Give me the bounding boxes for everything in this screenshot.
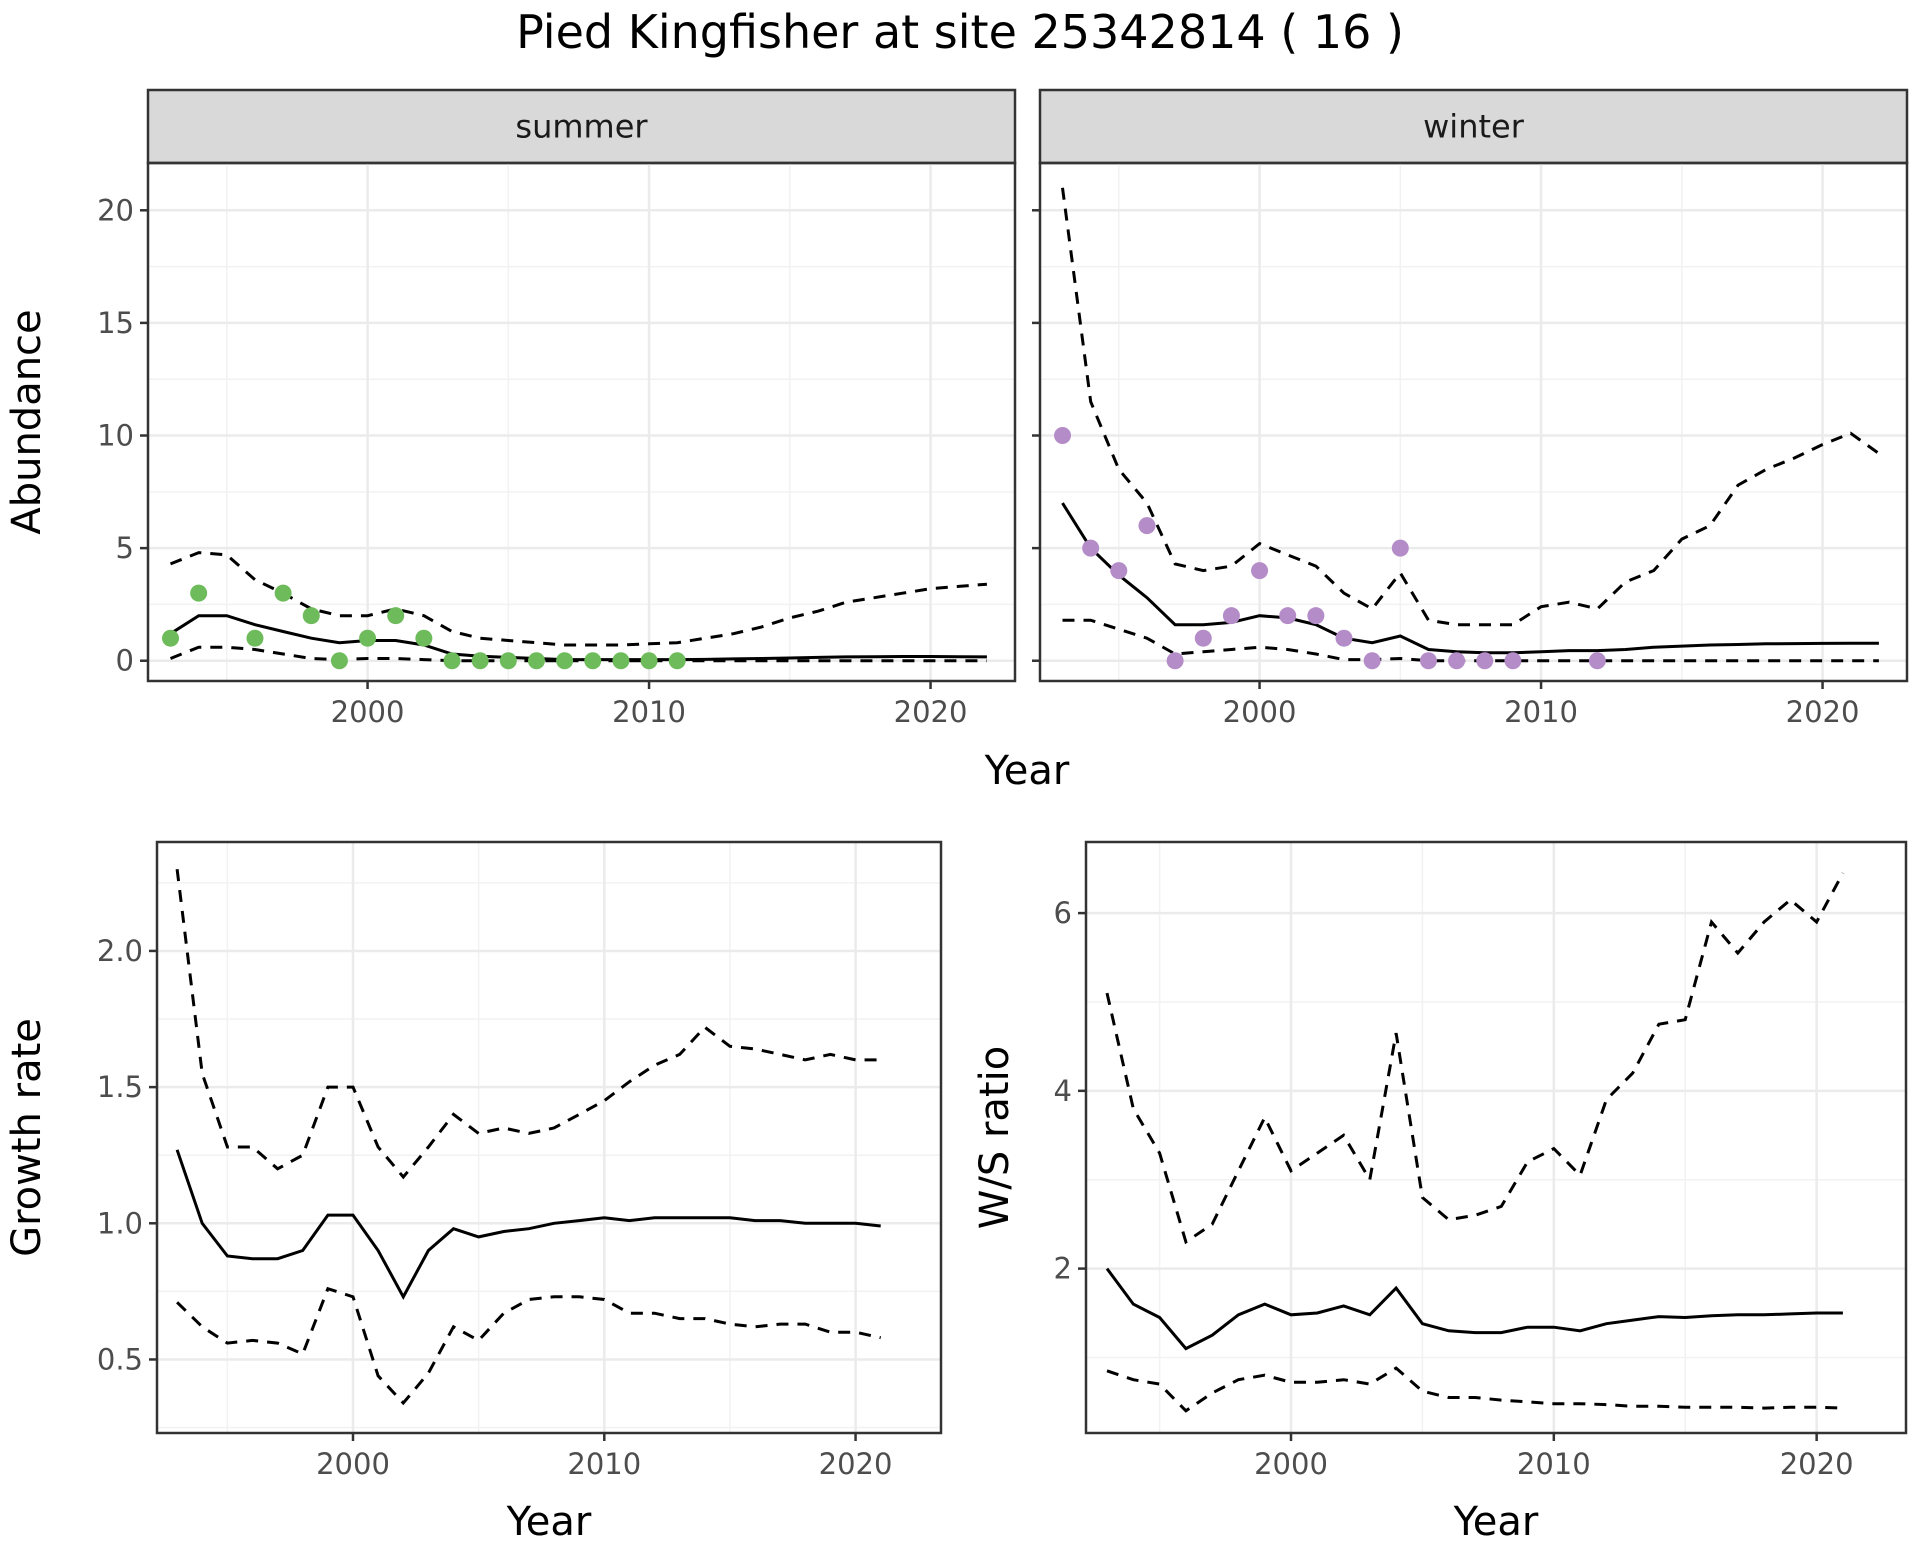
data-point <box>1307 607 1325 625</box>
x-axis-title: Year <box>984 748 1070 794</box>
y-tick-label: 10 <box>97 419 134 453</box>
y-tick-label: 15 <box>97 306 134 340</box>
y-axis-title: Growth rate <box>4 1018 50 1257</box>
data-point <box>1138 517 1156 535</box>
x-tick-label: 2000 <box>331 695 405 729</box>
data-point <box>1082 539 1100 557</box>
fit-line <box>1061 502 1879 655</box>
x-tick-label: 2000 <box>1223 695 1297 729</box>
data-point <box>1448 652 1466 670</box>
data-point <box>1363 652 1381 670</box>
data-point <box>1222 607 1240 625</box>
x-tick-label: 2000 <box>316 1447 390 1481</box>
x-tick-label: 2010 <box>1517 1447 1591 1481</box>
x-tick-label: 2000 <box>1254 1447 1328 1481</box>
data-point <box>1391 539 1409 557</box>
data-point <box>584 652 602 670</box>
data-point <box>1476 652 1494 670</box>
data-point <box>612 652 630 670</box>
data-point <box>527 652 545 670</box>
panel-border <box>1038 161 1909 683</box>
strip-winter <box>1038 88 1909 165</box>
data-point <box>330 652 348 670</box>
y-tick-label: 1.5 <box>97 1070 143 1104</box>
panel-winter: winter 2000 2010 2020 <box>1032 88 1909 729</box>
fit-line <box>175 1149 881 1300</box>
data-point <box>471 652 489 670</box>
fit-line <box>1105 1267 1843 1351</box>
y-tick-label: 0.5 <box>97 1342 143 1376</box>
x-tick-label: 2010 <box>1504 695 1578 729</box>
y-tick-label: 2.0 <box>97 934 143 968</box>
x-tick-label: 2020 <box>819 1447 893 1481</box>
y-tick-label: 6 <box>1054 896 1072 930</box>
y-tick-label: 20 <box>97 193 134 227</box>
data-point <box>1110 562 1128 580</box>
figure-title: Pied Kingfisher at site 25342814 ( 16 ) <box>516 5 1404 59</box>
data-point <box>556 652 574 670</box>
y-tick-label: 2 <box>1054 1252 1072 1286</box>
y-axis-title: W/S ratio <box>972 1046 1018 1229</box>
data-point <box>190 584 208 602</box>
lower-bound-line <box>1106 1366 1843 1413</box>
data-point <box>274 584 292 602</box>
y-tick-label: 5 <box>116 531 134 565</box>
y-tick-label: 0 <box>116 644 134 678</box>
fit-line <box>169 614 987 662</box>
panel-border <box>146 161 1017 683</box>
lower-bound-line <box>1062 618 1879 663</box>
lower-bound-line <box>176 1286 882 1406</box>
data-point <box>499 652 517 670</box>
data-point <box>1279 607 1297 625</box>
upper-bound-line <box>169 551 988 647</box>
y-axis-title: Abundance <box>4 309 50 534</box>
upper-bound-line <box>175 869 881 1180</box>
data-point <box>1419 652 1437 670</box>
panel-growth: 2000 2010 2020 0.5 1.0 1.5 2.0 Growth rate Year <box>4 840 943 1545</box>
x-axis-title: Year <box>1453 1499 1539 1545</box>
strip-label-summer: summer <box>515 108 648 146</box>
plot-layer: summer 2000 2010 2020 0 5 10 15 20 Abundance Year w… <box>4 88 1909 1545</box>
data-point <box>1504 652 1522 670</box>
data-point <box>1588 652 1606 670</box>
data-point <box>415 629 433 647</box>
upper-bound-line <box>1105 872 1845 1245</box>
panel-border <box>1084 840 1908 1435</box>
data-point <box>668 652 686 670</box>
data-point <box>1166 652 1184 670</box>
x-tick-label: 2020 <box>1786 695 1860 729</box>
x-tick-label: 2020 <box>894 695 968 729</box>
data-point <box>1251 562 1269 580</box>
panel-border <box>155 840 943 1435</box>
data-point <box>443 652 461 670</box>
x-tick-label: 2010 <box>567 1447 641 1481</box>
data-point <box>302 607 320 625</box>
data-point <box>246 629 264 647</box>
x-tick-label: 2010 <box>612 695 686 729</box>
strip-summer <box>146 88 1017 165</box>
upper-bound-line <box>1061 187 1880 627</box>
data-point <box>640 652 658 670</box>
data-point <box>1054 427 1072 445</box>
lower-bound-line <box>169 645 987 663</box>
y-tick-label: 4 <box>1054 1074 1072 1108</box>
strip-label-winter: winter <box>1423 108 1525 146</box>
panel-summer: summer 2000 2010 2020 0 5 10 15 20 Abundance Year <box>4 88 1070 794</box>
data-point <box>359 629 377 647</box>
x-axis-title: Year <box>506 1499 592 1545</box>
data-point <box>1335 629 1353 647</box>
data-point <box>162 629 180 647</box>
y-tick-label: 1.0 <box>97 1206 143 1240</box>
x-tick-label: 2020 <box>1780 1447 1854 1481</box>
data-point <box>387 607 405 625</box>
data-point <box>1194 629 1212 647</box>
panel-ratio: 2000 2010 2020 2 4 6 W/S ratio Year <box>972 840 1908 1545</box>
